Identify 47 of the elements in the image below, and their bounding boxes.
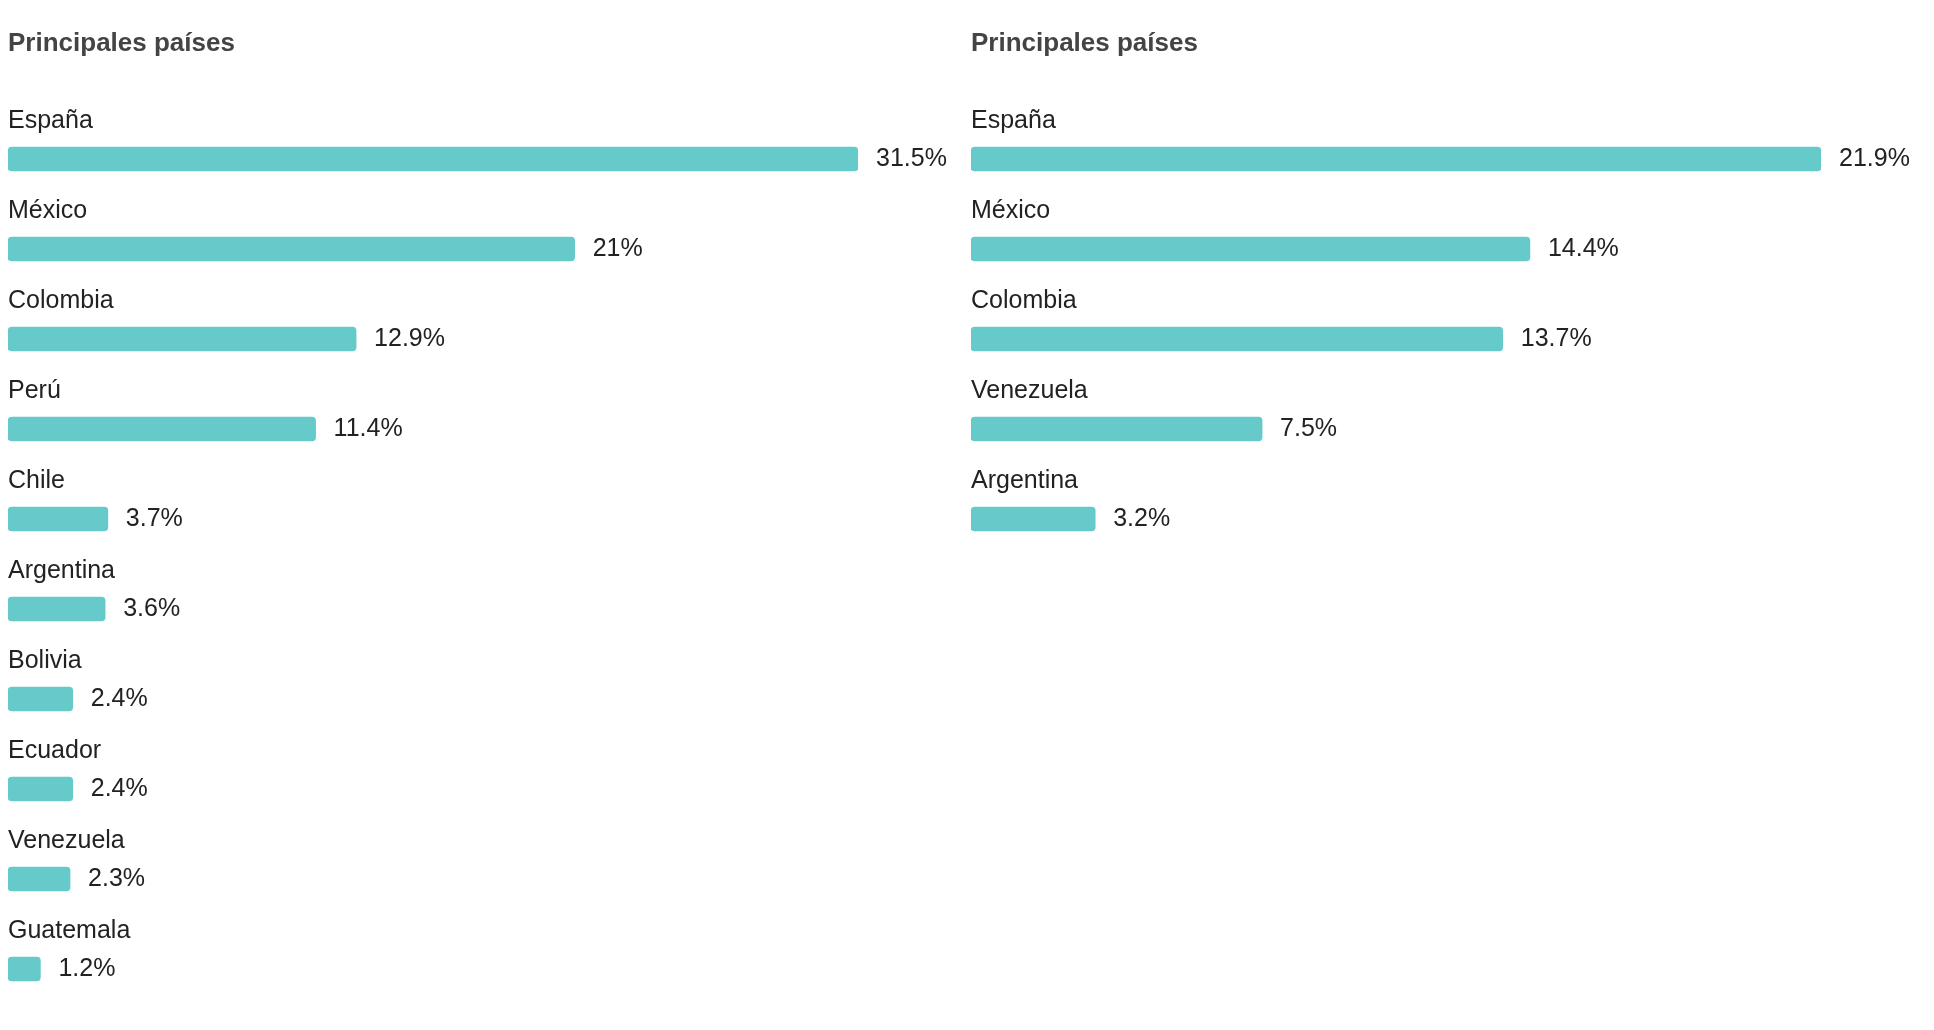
bar <box>8 956 41 982</box>
bar <box>971 236 1531 262</box>
y-tick-label: Perú <box>8 375 61 403</box>
data-label: 21.9% <box>1839 142 1910 171</box>
data-label: 11.4% <box>333 412 403 441</box>
y-tick-label: Colombia <box>8 285 114 313</box>
y-tick-label: España <box>971 105 1056 133</box>
y-tick-label: Venezuela <box>971 375 1088 403</box>
bar <box>8 416 316 442</box>
bar <box>8 146 858 172</box>
bar <box>8 326 357 352</box>
bar <box>8 596 106 622</box>
bar <box>8 236 575 262</box>
data-label: 21% <box>592 232 643 261</box>
bar <box>8 776 74 802</box>
data-label: 31.5% <box>876 142 947 171</box>
data-label: 13.7% <box>1520 322 1592 351</box>
data-label: 7.5% <box>1280 412 1338 441</box>
data-label: 3.7% <box>125 502 183 531</box>
y-tick-label: Bolivia <box>8 645 82 673</box>
y-tick-label: Chile <box>8 465 65 493</box>
bar <box>8 866 71 892</box>
bar <box>971 416 1263 442</box>
bar <box>971 146 1821 172</box>
y-tick-label: México <box>8 195 88 223</box>
data-label: 3.2% <box>1113 502 1171 531</box>
data-label: 2.4% <box>90 682 148 711</box>
y-tick-label: México <box>971 195 1051 223</box>
y-tick-label: Argentina <box>971 465 1079 493</box>
bar <box>8 506 109 532</box>
y-tick-label: Colombia <box>971 285 1077 313</box>
y-tick-label: Argentina <box>8 555 116 583</box>
data-label: 1.2% <box>58 952 116 981</box>
text: Principales países <box>8 26 235 57</box>
y-tick-label: Guatemala <box>8 915 131 943</box>
data-label: 2.3% <box>88 862 146 891</box>
bar <box>971 326 1504 352</box>
data-label: 14.4% <box>1547 232 1619 261</box>
bar <box>8 686 74 712</box>
chart-title: Principales países <box>971 26 1198 57</box>
y-tick-label: Venezuela <box>8 825 125 853</box>
data-label: 12.9% <box>374 322 445 351</box>
y-tick-label: España <box>8 105 93 133</box>
bar <box>971 506 1096 532</box>
data-label: 2.4% <box>90 772 148 801</box>
y-tick-label: Ecuador <box>8 735 102 763</box>
data-label: 3.6% <box>123 592 181 621</box>
